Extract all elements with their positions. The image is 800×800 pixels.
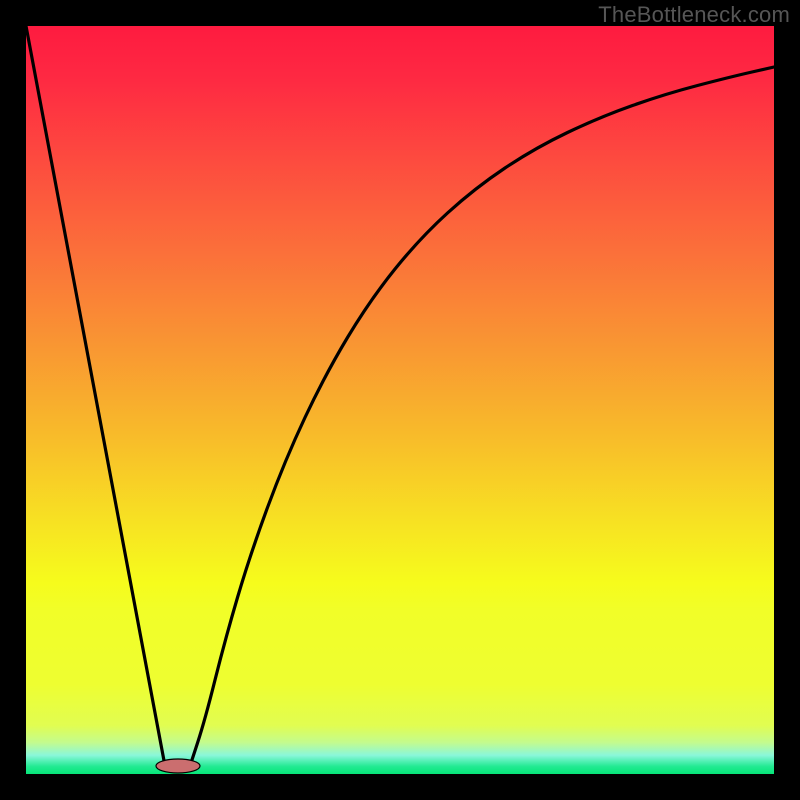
optimal-marker	[156, 759, 200, 773]
bottleneck-chart	[0, 0, 800, 800]
watermark-text: TheBottleneck.com	[598, 2, 790, 28]
plot-background	[26, 26, 774, 774]
